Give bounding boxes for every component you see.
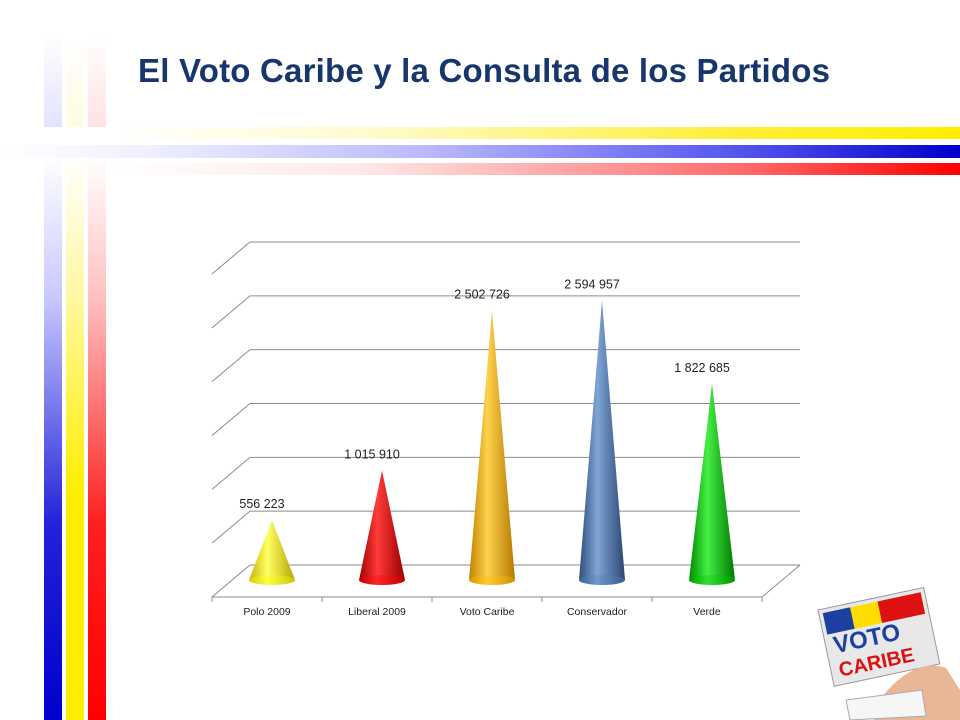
category-label: Liberal 2009 bbox=[348, 606, 406, 618]
decor-bar-blue bbox=[44, 157, 62, 720]
decor-bar-blue-top bbox=[44, 35, 62, 127]
cone-base bbox=[579, 575, 625, 585]
cone-5 bbox=[689, 383, 735, 585]
category-label: Polo 2009 bbox=[243, 606, 290, 618]
cone-1 bbox=[249, 520, 295, 585]
gridline-side bbox=[211, 349, 251, 383]
slide-title: El Voto Caribe y la Consulta de los Part… bbox=[138, 52, 831, 89]
data-label: 2 502 726 bbox=[454, 288, 510, 302]
floor-right-edge bbox=[761, 564, 801, 598]
floor-left-edge bbox=[211, 564, 251, 598]
decor-stripe-blue bbox=[0, 145, 960, 158]
category-label: Voto Caribe bbox=[460, 606, 515, 618]
cone-base bbox=[469, 575, 515, 585]
decor-stripe-yellow bbox=[108, 127, 960, 139]
decor-bar-red bbox=[88, 157, 106, 720]
decor-bar-red-top bbox=[88, 35, 106, 127]
decor-stripe-red bbox=[108, 163, 960, 175]
cone-body bbox=[579, 300, 625, 585]
cone-body bbox=[249, 520, 295, 585]
data-label: 2 594 957 bbox=[564, 278, 620, 292]
decor-bar-yellow bbox=[66, 157, 84, 720]
gridline-side bbox=[211, 295, 251, 329]
data-label: 556 223 bbox=[239, 497, 284, 511]
cone-base bbox=[359, 575, 405, 585]
category-label: Conservador bbox=[567, 606, 628, 618]
cone-2 bbox=[359, 470, 405, 585]
cone-4 bbox=[579, 300, 625, 585]
cone-base bbox=[249, 575, 295, 585]
cone-base bbox=[689, 575, 735, 585]
cone-3 bbox=[469, 310, 515, 585]
cone-body bbox=[689, 383, 735, 585]
category-label: Verde bbox=[693, 606, 721, 618]
gridline-side bbox=[211, 456, 251, 490]
ballot-paper-icon bbox=[845, 689, 927, 720]
gridline-side bbox=[211, 510, 251, 544]
gridline-side bbox=[211, 241, 251, 275]
decor-bar-yellow-top bbox=[66, 35, 84, 127]
gridline-side bbox=[211, 403, 251, 436]
data-label: 1 822 685 bbox=[674, 361, 730, 375]
data-label: 1 015 910 bbox=[344, 448, 400, 462]
cone-body bbox=[359, 470, 405, 585]
cone-body bbox=[469, 310, 515, 585]
